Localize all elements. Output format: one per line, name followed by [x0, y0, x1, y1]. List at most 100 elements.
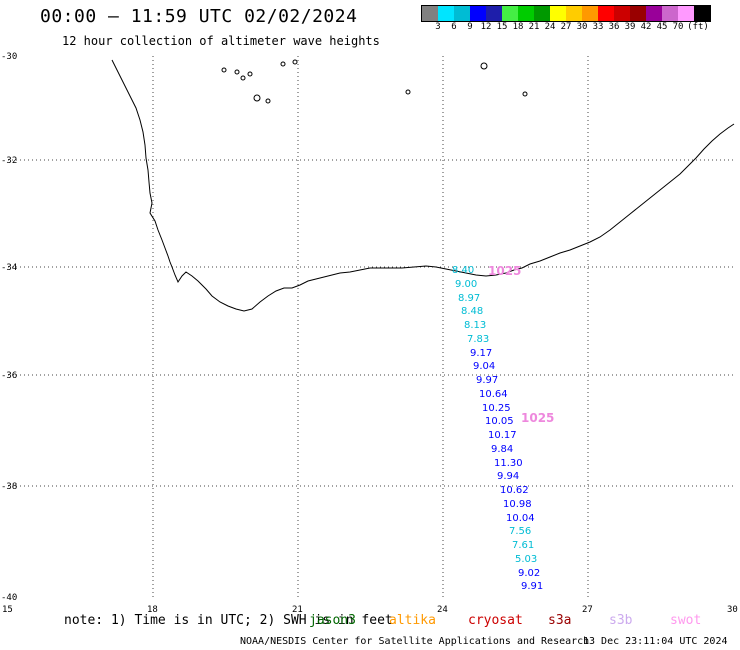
swh-value-label: 9.00: [455, 279, 477, 290]
color-swatch: [534, 6, 550, 21]
color-swatch: [646, 6, 662, 21]
color-scale-label: 15: [496, 22, 508, 32]
color-swatch: [662, 6, 678, 21]
lat-tick-label: -38: [1, 482, 17, 492]
color-scale-label: 3: [435, 22, 441, 32]
island-outline: [240, 75, 246, 81]
map-title: 00:00 – 11:59 UTC 02/02/2024: [40, 6, 358, 27]
map-subtitle: 12 hour collection of altimeter wave hei…: [62, 34, 380, 48]
color-scale-label: 6: [451, 22, 457, 32]
island-outline: [247, 71, 253, 77]
island-outline: [522, 91, 528, 97]
island-outline: [480, 62, 488, 70]
color-scale-label: 39: [624, 22, 636, 32]
color-swatch: [454, 6, 470, 21]
swh-value-label: 11.30: [494, 458, 523, 469]
swh-value-label: 10.05: [485, 416, 514, 427]
color-swatch: [598, 6, 614, 21]
lon-tick-label: 18: [147, 605, 158, 615]
color-scale-label: 70: [672, 22, 684, 32]
color-swatch: [486, 6, 502, 21]
swh-value-label: 8.13: [464, 320, 486, 331]
color-swatch: [566, 6, 582, 21]
swh-value-label: 10.04: [506, 513, 535, 524]
lat-tick-label: -36: [1, 371, 17, 381]
credit-date: 13 Dec 23:11:04 UTC 2024: [583, 636, 728, 647]
pass-number-label: 1025: [488, 264, 521, 278]
swh-value-label: 9.04: [473, 361, 495, 372]
swh-value-label: 10.62: [500, 485, 529, 496]
color-scale-label: (ft): [687, 22, 709, 32]
color-scale-label: 21: [528, 22, 540, 32]
lat-tick-label: -40: [1, 593, 17, 603]
swh-value-label: 10.98: [503, 499, 532, 510]
swh-value-label: 9.17: [470, 348, 492, 359]
swh-value-label: 10.64: [479, 389, 508, 400]
lat-tick-label: -34: [1, 263, 17, 273]
footer-note: note: 1) Time is in UTC; 2) SWH is in fe…: [64, 613, 393, 628]
lon-tick-label: 15: [2, 605, 13, 615]
lon-tick-label: 24: [437, 605, 448, 615]
color-scale-label: 9: [467, 22, 473, 32]
legend-item-altika: altika: [389, 613, 436, 628]
color-swatch: [678, 6, 694, 21]
island-outline: [221, 67, 227, 73]
color-swatch: [518, 6, 534, 21]
color-scale-label: 36: [608, 22, 620, 32]
swh-value-label: 5.03: [515, 554, 537, 565]
island-outline: [253, 94, 261, 102]
color-swatch: [582, 6, 598, 21]
pass-number-label: 1025: [521, 411, 554, 425]
island-outline: [280, 61, 286, 67]
island-outline: [234, 69, 240, 75]
color-scale-label: 33: [592, 22, 604, 32]
swh-value-label: 8.48: [461, 306, 483, 317]
swh-value-label: 9.91: [521, 581, 543, 592]
swh-value-label: 9.02: [518, 568, 540, 579]
color-swatch: [550, 6, 566, 21]
swh-value-label: 7.56: [509, 526, 531, 537]
swh-value-label: 8.97: [458, 293, 480, 304]
color-swatch: [470, 6, 486, 21]
color-scale-bar: [421, 5, 711, 22]
legend-item-jason3: jason3: [309, 613, 356, 628]
axis-tick-labels: 15 18 21 24 27 30 -30 -32 -34 -36 -38 -40: [1, 52, 738, 615]
color-swatch: [422, 6, 438, 21]
lon-tick-label: 30: [727, 605, 738, 615]
legend-item-swot: swot: [670, 613, 702, 628]
swh-value-label: 10.25: [482, 403, 511, 414]
swh-value-label: 10.17: [488, 430, 517, 441]
color-scale-label: 18: [512, 22, 524, 32]
color-scale-label: 12: [480, 22, 492, 32]
legend-item-cryosat: cryosat: [468, 613, 523, 628]
lat-tick-label: -32: [1, 156, 17, 166]
island-outline: [265, 98, 271, 104]
island-outline: [292, 59, 298, 65]
wave-height-track: 8.40 9.00 8.97 8.48 8.13 7.83 9.17 9.04 9.97 10.6…: [452, 264, 554, 592]
swh-value-label: 8.40: [452, 265, 474, 276]
legend-item-s3a: s3a: [548, 613, 572, 628]
color-scale-label: 27: [560, 22, 572, 32]
color-scale-label: 30: [576, 22, 588, 32]
swh-value-label: 9.97: [476, 375, 498, 386]
swh-value-label: 9.84: [491, 444, 513, 455]
swh-value-label: 7.83: [467, 334, 489, 345]
lon-tick-label: 21: [292, 605, 303, 615]
color-scale-label: 24: [544, 22, 556, 32]
credit-line: NOAA/NESDIS Center for Satellite Applica…: [240, 636, 590, 647]
island-outline: [405, 89, 411, 95]
lon-tick-label: 27: [582, 605, 593, 615]
coastline: [111, 59, 735, 312]
color-swatch: [614, 6, 630, 21]
swh-value-label: 7.61: [512, 540, 534, 551]
color-swatch: [502, 6, 518, 21]
legend-item-s3b: s3b: [609, 613, 633, 628]
coastline-path: [111, 59, 735, 312]
lat-tick-label: -30: [1, 52, 17, 62]
color-scale-label: 45: [656, 22, 668, 32]
color-swatch: [630, 6, 646, 21]
color-scale-label: 42: [640, 22, 652, 32]
map-grid: [8, 56, 733, 597]
swh-value-label: 9.94: [497, 471, 519, 482]
